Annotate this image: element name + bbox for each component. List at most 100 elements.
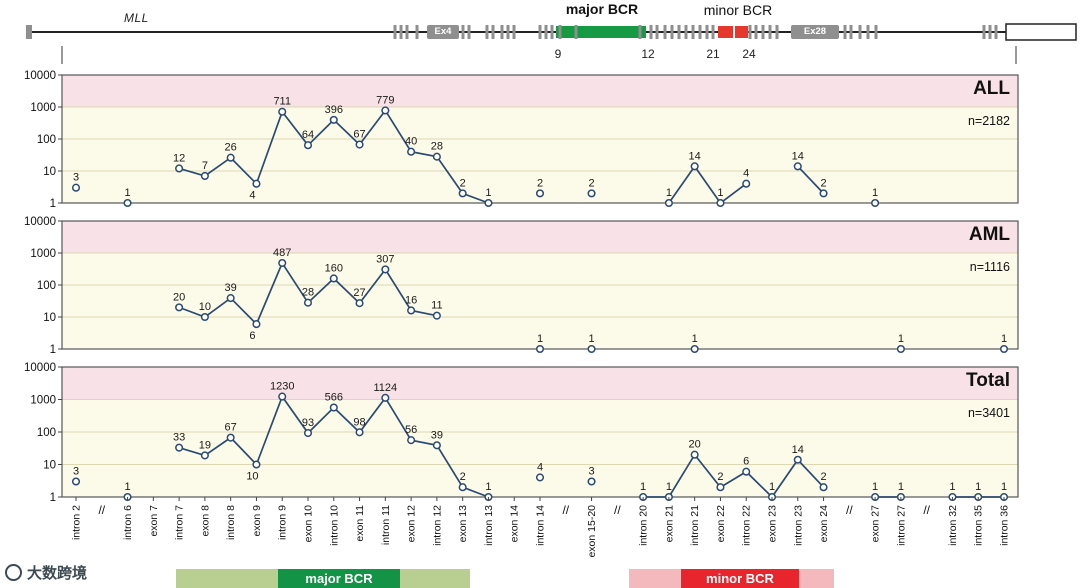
value-label: 10 (246, 471, 258, 483)
exon-tick (994, 25, 998, 39)
y-tick-label: 1000 (30, 102, 56, 114)
value-label: 40 (405, 136, 417, 148)
data-point (355, 428, 364, 437)
exon-tick (849, 25, 853, 39)
x-category-label: exon 9 (251, 505, 263, 537)
value-label: 1 (769, 481, 775, 493)
axis-break-mark: // (923, 503, 930, 517)
panel-title-all: ALL (973, 78, 1010, 99)
exon-number-24: 24 (742, 47, 756, 61)
watermark-text: 大数跨境 (27, 565, 88, 582)
x-category-label: intron 10 (328, 505, 340, 546)
data-point (484, 198, 493, 208)
data-point (871, 198, 880, 208)
panel-top-band (62, 221, 1018, 253)
value-label: 1 (975, 481, 981, 493)
exon-tick (761, 25, 765, 39)
y-tick-label: 100 (37, 427, 56, 439)
exon-tick (393, 25, 397, 39)
value-label: 2 (460, 471, 466, 483)
panel-top-band (62, 367, 1018, 400)
value-label: 33 (173, 432, 185, 444)
x-category-label: intron 14 (535, 505, 547, 546)
value-label: 19 (199, 439, 211, 451)
data-point (200, 171, 209, 181)
value-label: 2 (537, 177, 543, 189)
data-point (690, 162, 699, 171)
data-point (329, 274, 338, 283)
x-category-label: intron 13 (483, 505, 495, 546)
exon-tick (538, 25, 542, 39)
x-category-label: intron 21 (689, 505, 701, 546)
value-label: 6 (743, 456, 749, 468)
exon-tick (698, 25, 702, 39)
value-label: 2 (820, 177, 826, 189)
panel-n-all: n=2182 (967, 114, 1010, 128)
exon-tick (677, 25, 681, 39)
y-tick-label: 100 (37, 134, 56, 146)
value-label: 4 (743, 168, 749, 180)
data-point (896, 344, 905, 354)
exon-number-21: 21 (706, 47, 720, 61)
exon-tick (988, 25, 992, 39)
panel-title-aml: AML (968, 224, 1010, 245)
exon-tick (26, 25, 32, 39)
value-label: 4 (537, 461, 543, 473)
data-point (226, 433, 235, 442)
value-label: 3 (73, 172, 79, 184)
value-label: 2 (820, 471, 826, 483)
value-label: 1 (124, 481, 130, 493)
x-category-label: exon 14 (509, 505, 521, 543)
data-point (303, 298, 313, 307)
value-label: 3 (73, 465, 79, 477)
data-point (587, 189, 596, 198)
exon-tick (663, 25, 667, 39)
value-label: 160 (325, 262, 343, 274)
data-point (71, 183, 81, 192)
value-label: 1 (872, 481, 878, 493)
data-point (690, 450, 699, 459)
data-point (793, 455, 802, 464)
exon-tick (461, 25, 465, 39)
exon-tick (544, 25, 548, 39)
y-tick-label: 10000 (24, 70, 56, 82)
value-label: 1 (692, 333, 698, 345)
value-label: 1230 (270, 381, 294, 393)
exon-tick (754, 25, 758, 39)
value-label: 2 (460, 177, 466, 189)
axis-break-mark: // (846, 503, 853, 517)
value-label: 1 (537, 333, 543, 345)
x-category-label: intron 2 (71, 505, 83, 540)
exon-tick (574, 25, 578, 39)
axis-break-mark: // (98, 503, 105, 517)
exon-tick (405, 25, 409, 39)
y-tick-label: 1 (50, 344, 56, 356)
panel-top-band (62, 75, 1018, 107)
value-label: 20 (689, 439, 701, 451)
value-label: 1 (485, 481, 491, 493)
value-label: 20 (173, 291, 185, 303)
exon-tick (775, 25, 779, 39)
data-point (690, 344, 699, 354)
value-label: 93 (302, 417, 314, 429)
data-point (458, 189, 467, 198)
data-point (71, 477, 81, 486)
exon-tick (485, 25, 489, 39)
exon-tick (982, 25, 986, 39)
value-label: 1 (1001, 333, 1007, 345)
data-point (355, 140, 364, 149)
value-label: 711 (273, 96, 291, 108)
value-label: 1 (872, 187, 878, 199)
data-point (123, 198, 132, 208)
value-label: 1 (666, 187, 672, 199)
exon-tick (467, 25, 471, 39)
value-label: 28 (302, 287, 314, 299)
exon-tick (843, 25, 847, 39)
exon-tick (506, 25, 510, 39)
data-point (587, 477, 596, 486)
value-label: 2 (717, 471, 723, 483)
y-tick-label: 10 (43, 460, 56, 472)
data-point (175, 164, 184, 173)
y-tick-label: 1 (50, 198, 56, 210)
data-point (819, 483, 828, 492)
